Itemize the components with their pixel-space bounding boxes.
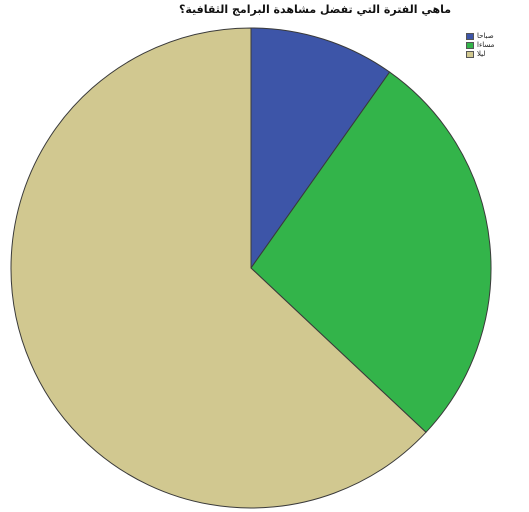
pie-slice-2 bbox=[250, 71, 492, 433]
legend-label: صباحا bbox=[477, 32, 494, 40]
legend-label: ليلا bbox=[477, 50, 486, 58]
chart-title: ماهي الفترة التي تفضل مشاهدة البرامج الث… bbox=[178, 3, 452, 16]
legend: صباحا مساءا ليلا bbox=[466, 32, 494, 59]
pie-slice-3 bbox=[10, 27, 427, 509]
legend-item: مساءا bbox=[466, 41, 494, 50]
legend-swatch bbox=[466, 42, 474, 49]
legend-item: صباحا bbox=[466, 32, 494, 41]
legend-item: ليلا bbox=[466, 50, 494, 59]
legend-swatch bbox=[466, 33, 474, 40]
legend-label: مساءا bbox=[477, 41, 495, 49]
pie-slice-1 bbox=[250, 27, 391, 270]
legend-swatch bbox=[466, 51, 474, 58]
